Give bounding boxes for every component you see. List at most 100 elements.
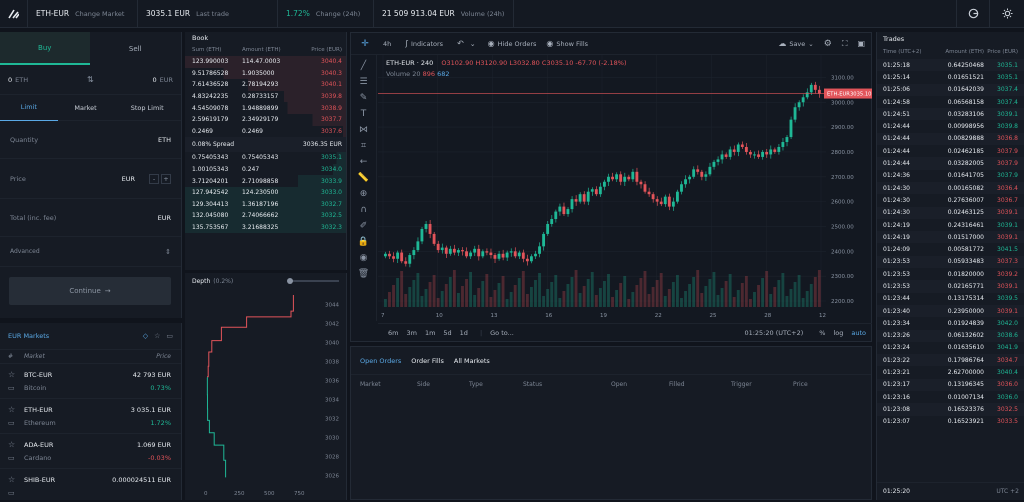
sell-tab[interactable]: Sell — [128, 44, 142, 53]
tab-open-orders[interactable]: Open Orders — [360, 356, 402, 365]
book-row[interactable]: 3.71204201 2.71098858 3033.9 — [185, 175, 346, 187]
prediction-tool-icon[interactable]: ⌗ — [360, 141, 367, 151]
brush-tool-icon[interactable]: ✎ — [359, 93, 368, 103]
fib-tool-icon[interactable]: ☰ — [359, 77, 368, 87]
star-icon[interactable]: ☆ — [8, 370, 16, 379]
pattern-tool-icon[interactable]: ⋈ — [359, 125, 368, 135]
star-filter-icon[interactable]: ☆ — [154, 332, 161, 340]
trash-icon[interactable]: 🗑 — [357, 269, 370, 279]
continue-button[interactable]: Continue → — [9, 277, 171, 305]
undo-icon[interactable]: ↶ — [457, 39, 464, 48]
range-3m[interactable]: 3m — [406, 328, 417, 337]
star-icon[interactable]: ☆ — [8, 440, 16, 449]
logo[interactable] — [0, 0, 28, 28]
book-row[interactable]: 0.75405343 0.75405343 3035.1 — [185, 152, 346, 164]
volume-bar — [688, 284, 692, 307]
range-5d[interactable]: 5d — [443, 328, 452, 337]
range-1d[interactable]: 1d — [459, 328, 468, 337]
folder-icon[interactable]: ▭ — [8, 489, 15, 497]
price-field[interactable]: Price EUR - + — [0, 159, 181, 199]
volume-bar — [631, 292, 635, 307]
depth-zoom-slider[interactable] — [287, 278, 339, 284]
quantity-field[interactable]: Quantity ETH — [0, 121, 181, 159]
book-row[interactable]: 123.990003 114.47.0003 3040.4 — [185, 56, 346, 68]
folder-icon[interactable]: ▭ — [8, 454, 15, 462]
book-row[interactable]: 132.045080 2.74066662 3032.5 — [185, 210, 346, 222]
interval-button[interactable]: 4h — [383, 39, 392, 48]
book-row[interactable]: 2.59619179 2.34929179 3037.7 — [185, 113, 346, 126]
tab-all-markets[interactable]: All Markets — [453, 356, 490, 365]
book-row[interactable]: 7.61436528 2.78194293 3040.1 — [185, 79, 346, 91]
book-row[interactable]: 4.54509078 1.94889899 3038.9 — [185, 102, 346, 114]
visibility-icon[interactable]: ◉ — [359, 253, 368, 263]
logout-button[interactable] — [956, 0, 990, 28]
settings-icon[interactable]: ◇ — [142, 332, 149, 340]
book-row[interactable]: 129.304413 1.36187196 3032.7 — [185, 198, 346, 211]
slider-handle[interactable] — [287, 278, 293, 284]
market-selector[interactable]: ETH-EUR Change Market — [28, 0, 138, 28]
camera-icon[interactable]: ▣ — [857, 39, 865, 48]
star-icon[interactable]: ☆ — [8, 405, 16, 414]
eth-unit: ETH — [15, 75, 29, 84]
folder-icon[interactable]: ▭ — [8, 384, 15, 392]
market-row[interactable]: ☆ ETH-EUR 3 035.1 EUR ▭ Ethereum 1.72% — [0, 398, 181, 433]
folder-icon[interactable]: ▭ — [8, 419, 15, 427]
tab-order-fills[interactable]: Order Fills — [411, 356, 444, 365]
change-market-link[interactable]: Change Market — [75, 9, 125, 18]
market-change: 0.73% — [150, 384, 171, 392]
trades-panel: Trades Time (UTC+2) Amount (ETH) Price (… — [876, 32, 1024, 500]
price-increment-button[interactable]: + — [161, 173, 171, 184]
candle-body — [477, 248, 481, 257]
book-row[interactable]: 0.2469 0.2469 3037.6 — [185, 125, 346, 138]
magnet-tool-icon[interactable]: ∩ — [360, 205, 367, 215]
ruler-tool-icon[interactable]: 📏 — [357, 173, 370, 183]
total-field[interactable]: Total (inc. fee) EUR — [0, 199, 181, 237]
save-chevron-icon[interactable]: ⌄ — [808, 39, 814, 48]
advanced-toggle[interactable]: Advanced ⇕ — [0, 237, 181, 267]
price-decrement-button[interactable]: - — [149, 173, 159, 184]
chevron-down-icon[interactable]: ⌄ — [469, 39, 476, 48]
tab-limit[interactable]: Limit — [0, 95, 58, 121]
swap-icon[interactable]: ⇅ — [86, 75, 94, 84]
book-row[interactable]: 4.83242235 0.28733157 3039.8 — [185, 90, 346, 103]
zoom-tool-icon[interactable]: ⊕ — [359, 189, 368, 199]
candlestick-chart[interactable]: 3100.00 3000.00 2900.00 2800.00 2700.00 2600.… — [378, 55, 872, 321]
ohlc-change: -67.70 (-2.18%) — [575, 59, 627, 67]
market-row[interactable]: ☆ SHIB-EUR 0.000024511 EUR ▭ — [0, 468, 181, 500]
lock-icon[interactable]: 🔒 — [357, 237, 370, 247]
text-tool-icon[interactable]: T — [360, 109, 367, 119]
range-1m[interactable]: 1m — [424, 328, 436, 337]
lock-draw-icon[interactable]: ✐ — [359, 221, 368, 231]
chart-time: 01:25:20 (UTC+2) — [744, 328, 804, 337]
auto-toggle[interactable]: auto — [851, 328, 866, 337]
buy-tab[interactable]: Buy — [0, 32, 90, 65]
market-row[interactable]: ☆ ADA-EUR 1.069 EUR ▭ Cardano -0.03% — [0, 433, 181, 468]
book-row[interactable]: 1.00105343 0.247 3034.0 — [185, 163, 346, 176]
crosshair-icon[interactable]: ✛ — [361, 38, 369, 49]
percent-toggle[interactable]: % — [819, 328, 826, 337]
show-fills-button[interactable]: Show Fills — [556, 39, 589, 48]
tab-market[interactable]: Market — [74, 103, 97, 112]
trade-price: 3036.7 — [997, 196, 1018, 204]
fullscreen-icon[interactable]: ⛶ — [841, 38, 848, 48]
book-row[interactable]: 135.753567 3.21688325 3032.3 — [185, 221, 346, 234]
hide-orders-button[interactable]: Hide Orders — [497, 39, 537, 48]
arrow-left-tool-icon[interactable]: ← — [359, 157, 368, 167]
log-toggle[interactable]: log — [833, 328, 844, 337]
range-6m[interactable]: 6m — [388, 328, 399, 337]
market-row[interactable]: ☆ BTC-EUR 42 793 EUR ▭ Bitcoin 0.73% — [0, 363, 181, 398]
theme-toggle-button[interactable] — [990, 0, 1024, 28]
folder-icon[interactable]: ▭ — [166, 332, 173, 340]
save-button[interactable]: Save — [789, 39, 806, 48]
markets-title[interactable]: EUR Markets — [8, 332, 50, 340]
book-row[interactable]: 9.51786528 1.9035000 3040.3 — [185, 67, 346, 80]
gear-icon[interactable]: ⚙ — [823, 38, 832, 49]
goto-button[interactable]: Go to... — [490, 328, 514, 337]
volume-bar — [473, 295, 477, 307]
indicators-button[interactable]: Indicators — [410, 39, 444, 48]
trendline-tool-icon[interactable]: ╱ — [360, 61, 367, 71]
book-row[interactable]: 127.942542 124.230500 3033.0 — [185, 186, 346, 199]
volume-bar — [607, 274, 610, 307]
star-icon[interactable]: ☆ — [8, 475, 16, 484]
tab-stop-limit[interactable]: Stop Limit — [130, 103, 164, 112]
